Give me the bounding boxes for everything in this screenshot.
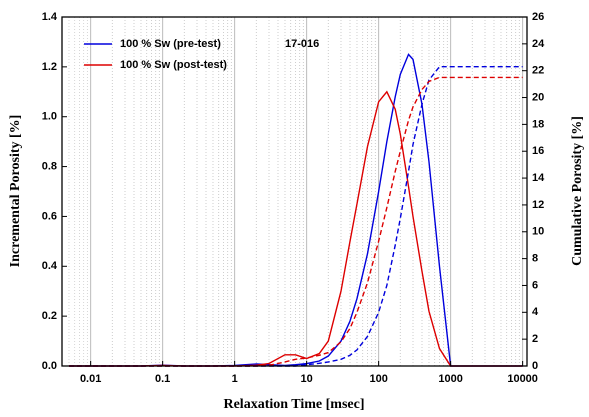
x-tick-label: 1000 bbox=[438, 373, 462, 385]
y-tick-label: 1.2 bbox=[42, 61, 57, 73]
y-tick-label: 0.4 bbox=[42, 260, 58, 272]
y2-tick-label: 12 bbox=[532, 199, 544, 211]
y2-tick-label: 2 bbox=[532, 333, 538, 345]
x-tick-label: 10 bbox=[301, 373, 313, 385]
y2-tick-label: 10 bbox=[532, 226, 544, 238]
annotation: 17-016 bbox=[285, 38, 319, 50]
x-tick-label: 100 bbox=[369, 373, 387, 385]
x-tick-label: 1 bbox=[232, 373, 238, 385]
y2-axis-title: Cumulative Porosity [%] bbox=[570, 116, 585, 266]
y2-tick-label: 4 bbox=[532, 306, 539, 318]
grid bbox=[68, 17, 524, 366]
y-tick-label: 0.6 bbox=[42, 210, 57, 222]
y-tick-label: 1.0 bbox=[42, 111, 57, 123]
y2-tick-label: 20 bbox=[532, 91, 544, 103]
y2-tick-label: 8 bbox=[532, 253, 538, 265]
y2-tick-label: 6 bbox=[532, 279, 538, 291]
x-tick-label: 0.01 bbox=[80, 373, 101, 385]
x-tick-label: 0.1 bbox=[155, 373, 170, 385]
x-axis-title: Relaxation Time [msec] bbox=[223, 397, 364, 412]
y-tick-label: 0.2 bbox=[42, 310, 57, 322]
y-axis-title: Incremental Porosity [%] bbox=[8, 115, 23, 268]
legend-label: 100 % Sw (pre-test) bbox=[120, 38, 221, 50]
y2-tick-label: 14 bbox=[532, 172, 545, 184]
x-tick-label: 10000 bbox=[507, 373, 538, 385]
y-tick-label: 0.0 bbox=[42, 360, 57, 372]
y2-tick-label: 26 bbox=[532, 11, 544, 23]
y2-tick-label: 22 bbox=[532, 65, 544, 77]
y2-tick-label: 16 bbox=[532, 145, 544, 157]
y2-tick-label: 18 bbox=[532, 118, 544, 130]
y-tick-label: 0.8 bbox=[42, 160, 57, 172]
incremental-line bbox=[68, 90, 523, 367]
legend-label: 100 % Sw (post-test) bbox=[120, 59, 227, 71]
y2-tick-label: 0 bbox=[532, 360, 538, 372]
y2-tick-label: 24 bbox=[532, 38, 545, 50]
plot-frame bbox=[61, 16, 528, 367]
cumulative-line bbox=[68, 65, 523, 367]
y-tick-label: 1.4 bbox=[42, 11, 58, 23]
